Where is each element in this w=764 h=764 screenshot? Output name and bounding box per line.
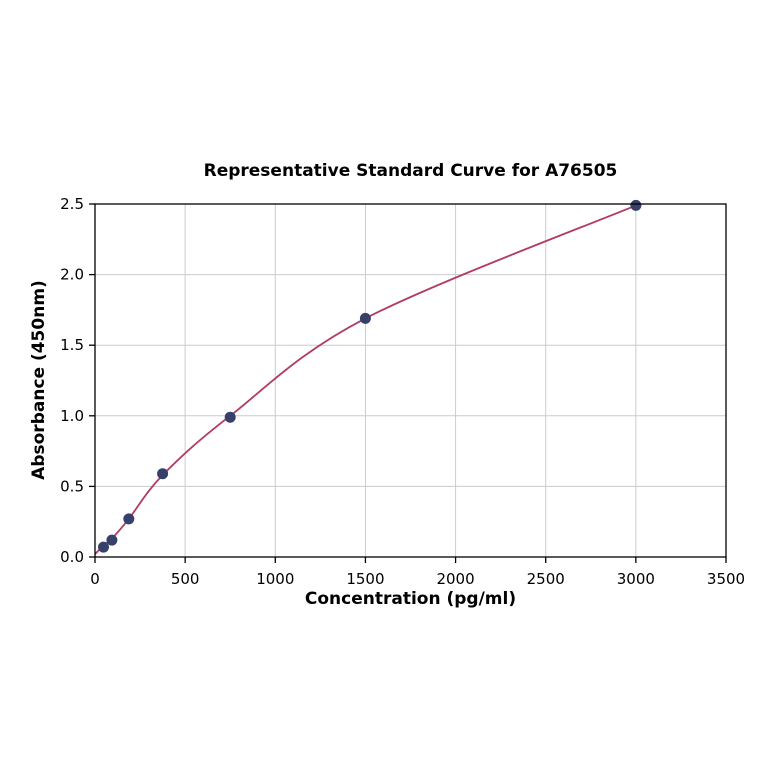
x-tick-label: 1500 xyxy=(346,570,384,588)
data-point xyxy=(106,534,118,546)
x-tick-label: 500 xyxy=(171,570,200,588)
y-tick-label: 1.5 xyxy=(60,336,84,354)
y-axis-label: Absorbance (450nm) xyxy=(29,280,49,480)
data-point xyxy=(630,199,642,211)
x-tick-label: 3500 xyxy=(707,570,745,588)
data-point xyxy=(98,541,109,553)
x-axis-label: Concentration (pg/ml) xyxy=(304,589,517,609)
data-point xyxy=(359,312,371,324)
chart-title: Representative Standard Curve for A76505 xyxy=(203,161,618,181)
data-point xyxy=(157,468,169,480)
x-tick-label: 3000 xyxy=(617,570,655,588)
y-tick-label: 2.5 xyxy=(60,195,84,213)
x-tick-label: 0 xyxy=(90,570,100,588)
x-tick-label: 1000 xyxy=(256,570,294,588)
plot-border xyxy=(94,203,727,558)
x-tick-label: 2000 xyxy=(436,570,474,588)
data-point xyxy=(224,411,236,423)
y-tick-label: 1.0 xyxy=(60,407,84,425)
x-tick-label: 2500 xyxy=(527,570,565,588)
y-tick-label: 0.5 xyxy=(60,477,84,495)
data-point xyxy=(123,513,135,525)
y-tick-label: 0.0 xyxy=(60,548,84,566)
y-tick-label: 2.0 xyxy=(60,266,84,284)
